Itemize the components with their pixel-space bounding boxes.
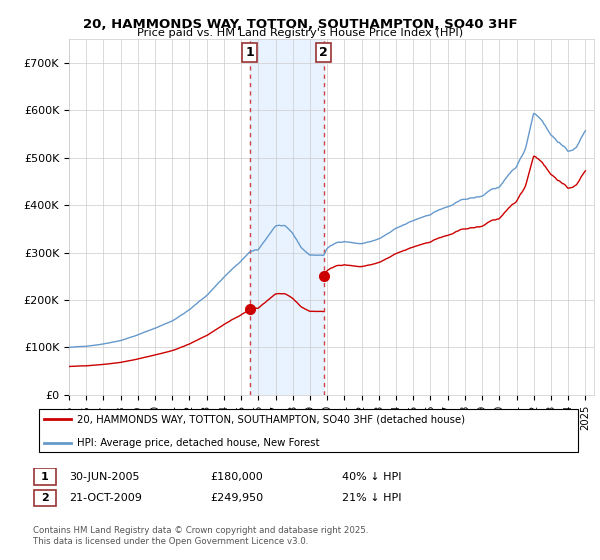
Text: £180,000: £180,000 (210, 472, 263, 482)
Text: Price paid vs. HM Land Registry's House Price Index (HPI): Price paid vs. HM Land Registry's House … (137, 28, 463, 38)
FancyBboxPatch shape (39, 409, 578, 452)
Text: 21% ↓ HPI: 21% ↓ HPI (342, 493, 401, 503)
Text: 40% ↓ HPI: 40% ↓ HPI (342, 472, 401, 482)
Text: HPI: Average price, detached house, New Forest: HPI: Average price, detached house, New … (77, 438, 320, 449)
FancyBboxPatch shape (34, 469, 56, 484)
Text: 30-JUN-2005: 30-JUN-2005 (69, 472, 139, 482)
Text: 1: 1 (245, 46, 254, 59)
Bar (250, 39, 324, 395)
Text: £249,950: £249,950 (210, 493, 263, 503)
Text: Contains HM Land Registry data © Crown copyright and database right 2025.
This d: Contains HM Land Registry data © Crown c… (33, 526, 368, 546)
Text: 20, HAMMONDS WAY, TOTTON, SOUTHAMPTON, SO40 3HF: 20, HAMMONDS WAY, TOTTON, SOUTHAMPTON, S… (83, 18, 517, 31)
FancyBboxPatch shape (34, 490, 56, 506)
Text: 1: 1 (41, 472, 49, 482)
Text: 21-OCT-2009: 21-OCT-2009 (69, 493, 142, 503)
Text: 2: 2 (41, 493, 49, 503)
Text: 2: 2 (319, 46, 328, 59)
Text: 20, HAMMONDS WAY, TOTTON, SOUTHAMPTON, SO40 3HF (detached house): 20, HAMMONDS WAY, TOTTON, SOUTHAMPTON, S… (77, 414, 465, 424)
